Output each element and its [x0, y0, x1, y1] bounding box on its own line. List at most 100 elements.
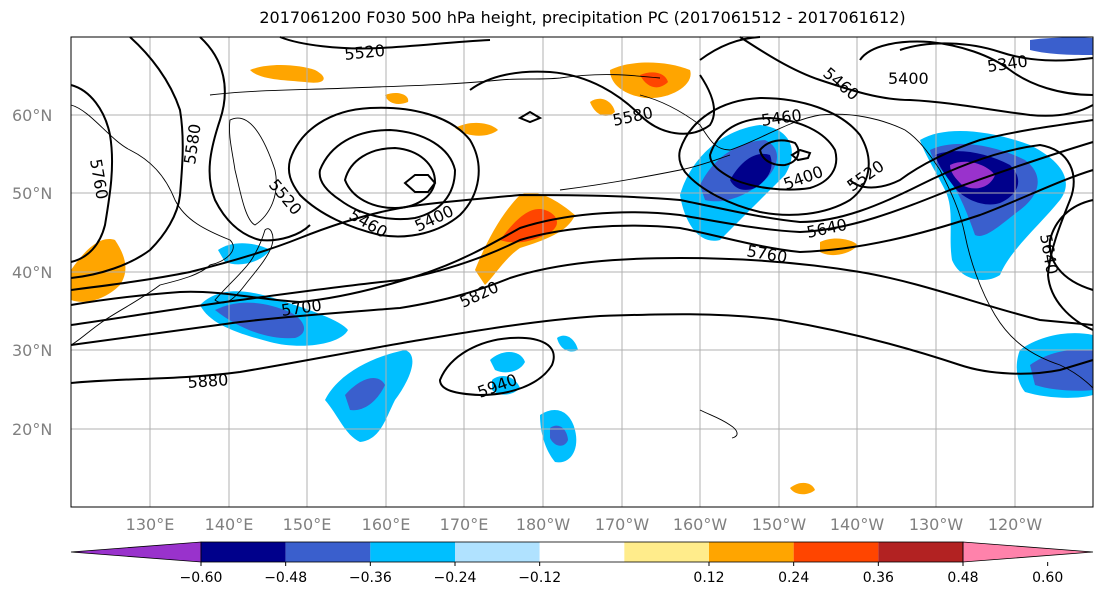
contour-5820 — [70, 256, 1094, 346]
colorbar: −0.60 −0.48 −0.36 −0.24 −0.12 0.12 0.24 0.36 0.4… — [70, 541, 1094, 586]
map-title: 2017061200 F030 500 hPa height, precipit… — [259, 8, 906, 27]
contour-label-5520-top: 5520 — [343, 41, 385, 64]
precip-patch-china-pos — [71, 239, 126, 302]
coast-aleutians — [559, 154, 731, 191]
colorbar-tick-label: 0.12 — [693, 570, 724, 586]
lon-label-160w: 160°W — [673, 515, 728, 534]
lon-labels: 130°E 140°E 150°E 160°E 170°E 180°W 170°… — [126, 515, 1043, 534]
colorbar-segment — [793, 542, 879, 562]
lat-label-50: 50°N — [12, 184, 52, 203]
lat-label-40: 40°N — [12, 263, 52, 282]
colorbar-tick-label: −0.12 — [518, 570, 561, 586]
colorbar-segment — [878, 542, 963, 562]
contour-label-5880: 5880 — [187, 370, 229, 392]
lat-label-60: 60°N — [12, 106, 52, 125]
contour-5520-right — [849, 119, 1094, 189]
colorbar-segment — [370, 542, 455, 562]
colorbar-tick-label: −0.60 — [180, 570, 223, 586]
contour-5760-left — [70, 84, 114, 263]
lat-labels: 60°N 50°N 40°N 30°N 20°N — [12, 106, 52, 439]
lon-label-130w: 130°W — [909, 515, 964, 534]
colorbar-tick-label: 0.48 — [947, 570, 978, 586]
coast-asia — [70, 104, 234, 346]
colorbar-tick-label: 0.60 — [1032, 570, 1063, 586]
colorbar-extend-max — [962, 541, 1094, 563]
precip-patch-goa-navy — [730, 153, 772, 190]
precip-patch-arctic-5 — [385, 92, 409, 104]
lon-label-130e: 130°E — [126, 515, 175, 534]
coast-kamchatka — [229, 117, 277, 226]
contour-5460-north — [739, 36, 1094, 117]
precip-patch-subtrop-3 — [490, 352, 525, 373]
contour-5580-mid — [469, 70, 716, 135]
precip-patch-subtrop-1-mid — [345, 377, 385, 411]
contour-5340-north — [899, 42, 1094, 62]
coast-japan — [214, 228, 274, 304]
contour-5400-low — [318, 128, 457, 221]
colorbar-tick-label: −0.48 — [264, 570, 307, 586]
colorbar-ticks: −0.60 −0.48 −0.36 −0.24 −0.12 0.12 0.24 0.36 0.4… — [180, 562, 1063, 586]
precip-patch-arctic-3 — [455, 122, 498, 136]
contour-5640-right — [1048, 199, 1094, 291]
coast-hawaii — [699, 409, 738, 439]
contour-5340-gulf-inner — [790, 148, 812, 162]
colorbar-tick-label: −0.36 — [349, 570, 392, 586]
contour-5520-mid2 — [517, 110, 543, 124]
lat-label-30: 30°N — [12, 341, 52, 360]
contour-5400-gulf — [708, 116, 838, 191]
contour-5460-low — [287, 106, 480, 238]
colorbar-extend-min — [70, 541, 202, 563]
lon-label-150e: 150°E — [283, 515, 332, 534]
contour-label-5400-north: 5400 — [888, 69, 929, 88]
contour-5400-north — [859, 40, 1094, 96]
lon-label-120w: 120°W — [988, 515, 1043, 534]
coast-siberia-north — [209, 74, 661, 96]
lon-label-180w: 180°W — [516, 515, 571, 534]
colorbar-segment — [539, 542, 625, 562]
map-frame — [70, 36, 1094, 508]
precip-patch-arctic-4 — [590, 98, 615, 116]
lon-label-140w: 140°W — [830, 515, 885, 534]
lon-label-150w: 150°W — [752, 515, 807, 534]
colorbar-segment — [624, 542, 709, 562]
colorbar-segment — [201, 542, 286, 562]
colorbar-segment — [709, 542, 794, 562]
precip-patch-korea — [218, 243, 270, 265]
precip-patch-nwus-purple — [950, 161, 995, 189]
colorbar-segment — [455, 542, 540, 562]
precip-patch-subtrop-5 — [557, 335, 578, 352]
contour-5460-gulf — [678, 96, 870, 216]
contour-5520-left — [199, 36, 311, 242]
contour-5520-mid — [279, 36, 491, 50]
contour-5700 — [70, 141, 1094, 306]
contour-5580-left — [70, 36, 184, 279]
lon-label-140e: 140°E — [205, 515, 254, 534]
coast-alaska — [639, 94, 1094, 389]
contour-5940 — [438, 336, 555, 397]
coastlines — [70, 74, 1094, 439]
precip-patch-east-arctic — [1030, 37, 1093, 55]
colorbar-outline — [200, 541, 964, 563]
colorbar-tick-label: 0.24 — [778, 570, 809, 586]
precip-patch-subtrop-2-mid — [550, 425, 568, 446]
lon-label-160e: 160°E — [362, 515, 411, 534]
height-contours — [70, 36, 1094, 397]
lon-label-170w: 170°W — [595, 515, 650, 534]
contour-5340-gulf — [758, 139, 800, 167]
colorbar-segments — [70, 541, 1094, 563]
contour-5760 — [70, 169, 1094, 326]
colorbar-segment — [285, 542, 371, 562]
precip-patch-small-2 — [790, 482, 815, 495]
lat-label-20: 20°N — [12, 420, 52, 439]
contour-labels: 5520 5580 5760 5520 5460 5400 5700 5820 … — [86, 41, 1062, 402]
precip-patches — [71, 37, 1093, 495]
lon-label-170e: 170°E — [440, 515, 489, 534]
precip-patch-arctic-2-red — [640, 72, 668, 88]
contour-5640 — [70, 143, 1094, 331]
colorbar-tick-label: −0.24 — [434, 570, 477, 586]
contour-5880 — [70, 313, 1094, 384]
precip-patch-arctic-1 — [250, 65, 324, 83]
contour-5280-low — [403, 174, 437, 193]
colorbar-tick-label: 0.36 — [863, 570, 894, 586]
